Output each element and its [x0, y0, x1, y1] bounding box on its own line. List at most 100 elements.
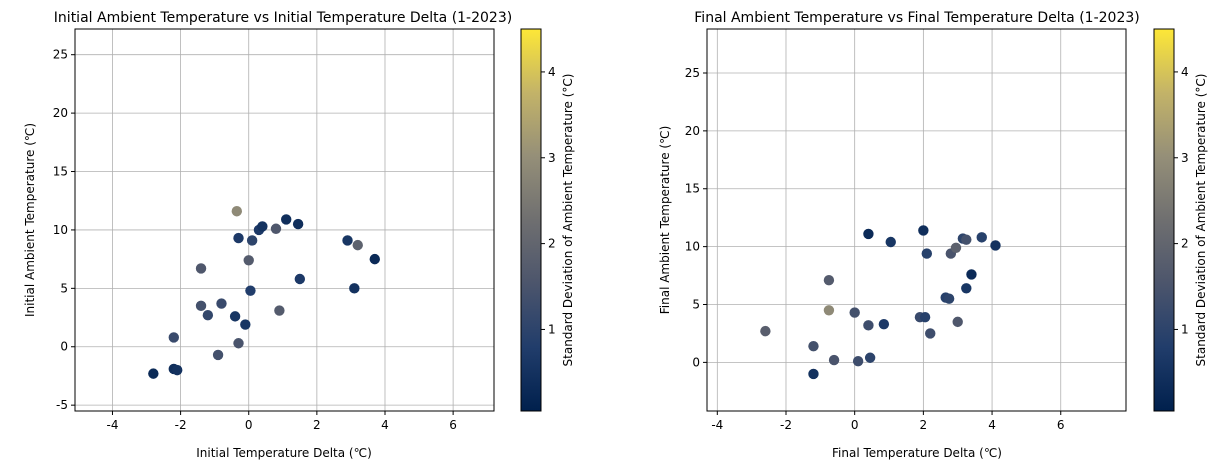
scatter-point	[919, 312, 931, 323]
scatter-point	[233, 338, 244, 349]
x-tick-label: 6	[1057, 418, 1065, 432]
grid-final	[707, 29, 1126, 411]
scatter-point	[229, 311, 241, 322]
scatter-point	[292, 218, 304, 230]
y-tick-label: 20	[685, 124, 700, 138]
scatter-point	[864, 352, 876, 363]
scatter-point	[863, 228, 874, 240]
x-tick-label: 4	[988, 418, 996, 432]
y-tick-label: 25	[53, 48, 68, 62]
scatter-point	[369, 253, 380, 265]
points-initial	[148, 206, 380, 379]
colorbar-initial: 1 2 3 4 Standard Deviation of Ambient Tempe…	[520, 28, 575, 412]
scatter-point	[240, 319, 251, 330]
scatter-point	[212, 349, 224, 361]
scatter-point	[231, 206, 243, 217]
y-tick-label: 0	[60, 340, 68, 354]
scatter-point	[195, 263, 207, 274]
scatter-point	[943, 293, 955, 304]
scatter-point	[216, 298, 227, 309]
chart-title-initial: Initial Ambient Temperature vs Initial T…	[54, 10, 512, 26]
scatter-point	[202, 310, 214, 321]
y-tick-label: 5	[692, 298, 700, 312]
scatter-point	[808, 340, 819, 352]
y-tick-label: 5	[60, 281, 68, 295]
scatter-point	[925, 328, 936, 339]
colorbar-final-ticks: 1 2 3 4	[1174, 65, 1189, 336]
scatter-point	[760, 325, 771, 337]
x-tick-label: 4	[381, 418, 389, 432]
chart-final: Final Ambient Temperature vs Final Tempe…	[658, 10, 1140, 460]
x-tick-label: -4	[106, 418, 118, 432]
y-axis-label-final: Final Ambient Temperature (℃)	[658, 126, 672, 315]
colorbar-tick-label: 4	[1181, 65, 1189, 79]
scatter-point	[270, 223, 282, 234]
scatter-point	[885, 236, 896, 248]
scatter-point	[171, 364, 183, 376]
x-tick-label: 2	[920, 418, 928, 432]
scatter-point	[168, 332, 179, 343]
colorbar-tick-label: 3	[548, 151, 556, 165]
scatter-point	[233, 232, 244, 244]
colorbar-final-label: Standard Deviation of Ambient Temperatur…	[1194, 74, 1208, 367]
scatter-point	[195, 300, 207, 312]
scatter-point	[849, 307, 860, 318]
scatter-point	[918, 225, 929, 236]
scatter-point	[828, 354, 840, 366]
plot-area-final	[706, 28, 1127, 412]
chart-title-final: Final Ambient Temperature vs Final Tempe…	[694, 10, 1139, 26]
scatter-point	[961, 283, 972, 294]
scatter-point	[990, 240, 1001, 251]
y-axis-label-initial: Initial Ambient Temperature (℃)	[23, 123, 37, 317]
points-final	[760, 225, 1001, 380]
scatter-point	[863, 320, 874, 331]
colorbar-tick-label: 2	[548, 237, 556, 251]
x-axis-label-final: Final Temperature Delta (℃)	[832, 446, 1002, 460]
scatter-point	[257, 221, 268, 232]
y-tick-label: 10	[685, 240, 700, 254]
plot-area-initial	[74, 28, 495, 412]
colorbar-final-bar	[1153, 28, 1175, 412]
y-tick-label: 25	[685, 66, 700, 80]
scatter-point	[950, 242, 962, 253]
scatter-point	[349, 283, 360, 294]
colorbar-tick-label: 4	[548, 65, 556, 79]
scatter-point	[352, 239, 363, 251]
colorbar-initial-ticks: 1 2 3 4	[541, 65, 556, 336]
y-tick-label: 10	[53, 223, 68, 237]
scatter-point	[823, 274, 835, 286]
scatter-point	[952, 316, 963, 328]
scatter-point	[921, 248, 933, 259]
x-tick-label: 0	[245, 418, 253, 432]
x-ticks-initial: -4 -2 0 2 4 6	[106, 411, 457, 432]
x-tick-label: -2	[780, 418, 792, 432]
colorbar-tick-label: 1	[1181, 322, 1189, 336]
scatter-point	[976, 232, 987, 243]
scatter-point	[961, 234, 972, 245]
scatter-point	[246, 235, 258, 246]
scatter-point	[274, 305, 285, 316]
colorbar-tick-label: 3	[1181, 151, 1189, 165]
scatter-point	[245, 285, 256, 296]
colorbar-tick-label: 2	[1181, 237, 1189, 251]
x-tick-label: 0	[851, 418, 859, 432]
colorbar-tick-label: 1	[548, 322, 556, 336]
grid-initial	[75, 29, 494, 411]
y-ticks-final: 0 5 10 15 20 25	[685, 66, 707, 369]
colorbar-final: 1 2 3 4 Standard Deviation of Ambient Tempe…	[1153, 28, 1208, 412]
scatter-point	[878, 318, 890, 330]
y-tick-label: 15	[685, 182, 700, 196]
scatter-point	[294, 273, 306, 285]
scatter-point	[148, 368, 159, 379]
x-tick-label: 6	[449, 418, 457, 432]
scatter-point	[823, 305, 835, 316]
x-tick-label: 2	[313, 418, 321, 432]
y-tick-label: 15	[53, 165, 68, 179]
scatter-point	[243, 255, 254, 266]
x-ticks-final: -4 -2 0 2 4 6	[711, 411, 1065, 432]
colorbar-initial-bar	[520, 28, 542, 412]
y-ticks-initial: -5 0 5 10 15 20 25	[53, 48, 75, 412]
scatter-point	[342, 235, 353, 246]
y-tick-label: -5	[56, 398, 68, 412]
scatter-point	[808, 368, 819, 380]
